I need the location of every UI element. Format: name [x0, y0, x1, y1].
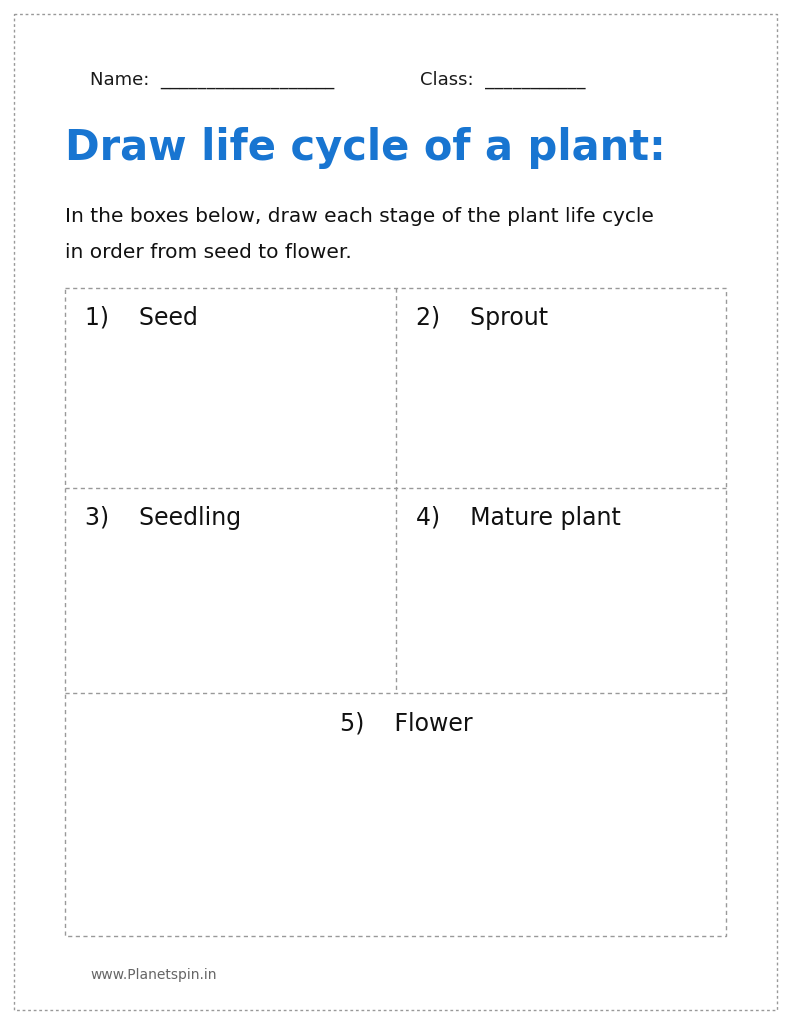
Text: Draw life cycle of a plant:: Draw life cycle of a plant: — [65, 127, 666, 169]
Text: 3)    Seedling: 3) Seedling — [85, 506, 241, 530]
Text: www.Planetspin.in: www.Planetspin.in — [90, 968, 217, 982]
Bar — [65, 288, 726, 936]
Text: 5)    Flower: 5) Flower — [340, 711, 473, 735]
Text: 1)    Seed: 1) Seed — [85, 306, 198, 330]
Text: In the boxes below, draw each stage of the plant life cycle: In the boxes below, draw each stage of t… — [65, 207, 654, 226]
Text: 2)    Sprout: 2) Sprout — [415, 306, 547, 330]
Text: in order from seed to flower.: in order from seed to flower. — [65, 243, 352, 262]
Text: Name:  ___________________: Name: ___________________ — [90, 71, 335, 89]
Text: Class:  ___________: Class: ___________ — [420, 71, 585, 89]
Text: 4)    Mature plant: 4) Mature plant — [415, 506, 620, 530]
